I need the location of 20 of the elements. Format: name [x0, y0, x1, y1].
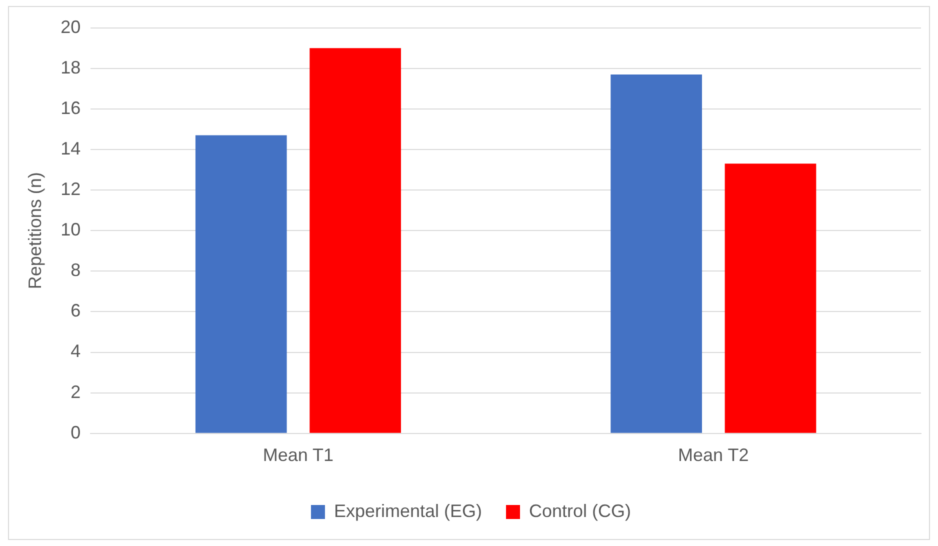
y-tick-label: 16 [60, 98, 81, 118]
y-tick-label: 10 [60, 220, 81, 240]
y-tick-label: 4 [70, 341, 81, 362]
y-tick-label: 0 [70, 422, 81, 442]
x-tick-label: Mean T1 [262, 445, 334, 466]
y-axis-title: Repetitions (n) [24, 172, 45, 290]
bar [310, 48, 401, 433]
legend-label: Experimental (EG) [334, 500, 482, 521]
bar [195, 135, 287, 433]
x-tick-label: Mean T2 [678, 445, 749, 466]
y-tick-label: 20 [60, 16, 81, 37]
bar [610, 74, 702, 433]
legend-label: Control (CG) [529, 500, 632, 521]
y-tick-label: 18 [60, 57, 81, 78]
y-tick-label: 8 [70, 260, 81, 280]
y-tick-label: 2 [70, 382, 81, 402]
y-tick-label: 12 [60, 179, 81, 200]
y-tick-label: 14 [60, 138, 81, 158]
y-tick-label: 6 [70, 300, 81, 321]
bar [724, 164, 816, 433]
